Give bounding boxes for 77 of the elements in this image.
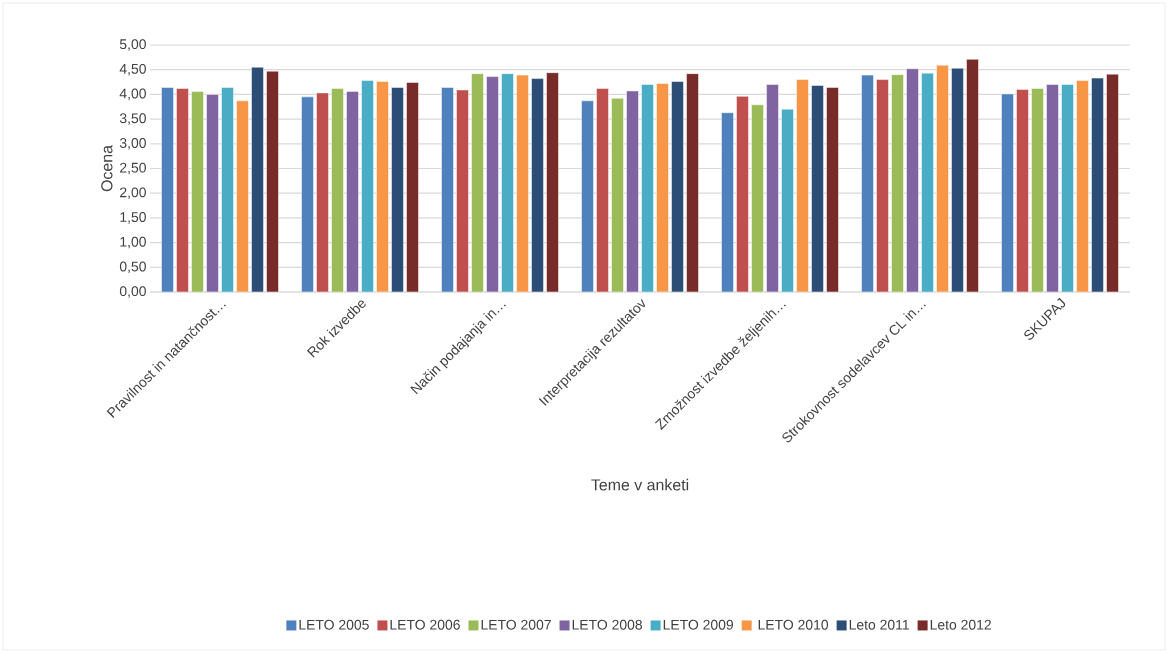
bar	[301, 96, 314, 292]
bar	[161, 87, 174, 292]
bar	[346, 91, 359, 292]
bar	[766, 84, 779, 292]
bar	[486, 76, 499, 292]
bar	[1061, 84, 1074, 292]
bar	[546, 72, 559, 292]
y-tick-label: 1,50	[120, 212, 146, 224]
bar	[206, 94, 219, 292]
bar	[1001, 93, 1014, 292]
y-tick-label: 2,50	[120, 162, 146, 175]
bar	[391, 87, 404, 292]
bar	[736, 96, 749, 292]
y-axis-title: Ocena	[101, 145, 113, 192]
bar	[1031, 88, 1044, 292]
bar	[406, 82, 419, 292]
bar	[331, 88, 344, 292]
legend-label: Leto 2011	[849, 619, 909, 630]
bar	[236, 100, 249, 292]
bar	[641, 84, 654, 292]
y-tick-label: 0,50	[119, 261, 146, 274]
y-tick-label: 3,50	[119, 113, 146, 125]
bar	[1016, 89, 1029, 292]
bar	[361, 80, 374, 292]
bar	[936, 64, 949, 292]
bar	[906, 68, 919, 292]
bar	[656, 83, 669, 292]
bar	[1106, 73, 1119, 292]
bar	[176, 88, 189, 292]
legend-label: LETO 2009	[663, 619, 734, 630]
bar	[1091, 77, 1104, 292]
y-tick-label: 0,00	[119, 286, 146, 298]
bar	[686, 73, 699, 292]
bar	[191, 91, 204, 292]
bar	[796, 79, 809, 292]
legend-label: LETO 2005	[299, 619, 369, 630]
bar	[891, 74, 904, 292]
legend-label: LETO 2007	[481, 619, 551, 630]
y-tick-label: 4,50	[119, 63, 146, 76]
bar	[671, 81, 684, 292]
bar	[456, 89, 469, 292]
y-tick-label: 2,00	[120, 187, 146, 199]
y-tick-label: 1,00	[120, 236, 146, 249]
bar	[316, 92, 329, 292]
bar	[531, 78, 544, 292]
y-tick-label: 3,00	[119, 138, 146, 150]
bar	[966, 59, 979, 292]
bar	[471, 73, 484, 292]
bar	[626, 90, 639, 292]
bar	[501, 73, 514, 292]
bar	[516, 74, 529, 292]
bar	[876, 79, 889, 292]
legend-label: LETO 2006	[390, 619, 460, 630]
bar	[861, 74, 874, 292]
bar	[1076, 80, 1089, 292]
legend-label: LETO 2010	[758, 619, 829, 630]
bar	[596, 88, 609, 292]
bar	[721, 112, 734, 292]
bar	[221, 87, 234, 292]
bar	[611, 98, 624, 292]
x-axis-title: Teme v anketi	[591, 478, 689, 491]
y-tick-label: 4,00	[119, 88, 146, 101]
y-tick-label: 5,00	[119, 39, 146, 51]
bar	[781, 108, 794, 292]
bar	[921, 72, 934, 292]
bar	[581, 100, 594, 292]
bar	[1046, 84, 1059, 292]
bar	[751, 104, 764, 292]
legend-label: Leto 2012	[930, 619, 991, 630]
legend-label: LETO 2008	[572, 619, 643, 630]
bar	[251, 66, 264, 292]
bar	[441, 87, 454, 292]
bar	[376, 81, 389, 292]
bar	[266, 70, 279, 292]
bar	[826, 87, 839, 292]
bar	[951, 67, 964, 292]
bar	[811, 85, 824, 292]
